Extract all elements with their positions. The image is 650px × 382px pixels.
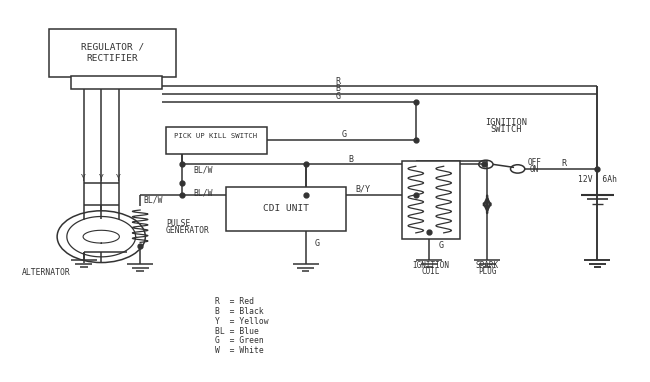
Text: B: B bbox=[348, 155, 354, 163]
Text: CDI UNIT: CDI UNIT bbox=[263, 204, 309, 214]
Text: W  = White: W = White bbox=[214, 346, 263, 355]
Text: Y: Y bbox=[116, 173, 121, 183]
Text: PULSE: PULSE bbox=[166, 219, 190, 228]
Text: Y: Y bbox=[81, 173, 86, 183]
Text: ON: ON bbox=[530, 165, 539, 174]
Text: PLUG: PLUG bbox=[478, 267, 497, 276]
Text: G: G bbox=[315, 239, 320, 248]
Text: R  = Red: R = Red bbox=[214, 297, 254, 306]
Text: SPARK: SPARK bbox=[476, 261, 499, 270]
Text: COIL: COIL bbox=[421, 267, 440, 276]
Text: 12V  6Ah: 12V 6Ah bbox=[578, 175, 617, 184]
Text: IGNITION: IGNITION bbox=[412, 261, 449, 270]
Text: G  = Green: G = Green bbox=[214, 337, 263, 345]
Text: SWITCH: SWITCH bbox=[491, 125, 523, 134]
Bar bbox=[49, 29, 176, 77]
Text: BL = Blue: BL = Blue bbox=[214, 327, 259, 335]
Text: G: G bbox=[342, 130, 347, 139]
Text: G: G bbox=[335, 92, 341, 101]
Text: B: B bbox=[335, 84, 341, 93]
Bar bbox=[402, 160, 460, 239]
Text: OFF: OFF bbox=[528, 157, 541, 167]
Text: R: R bbox=[335, 76, 341, 86]
Bar bbox=[166, 127, 266, 154]
Text: PICK UP KILL SWITCH: PICK UP KILL SWITCH bbox=[174, 133, 257, 139]
Text: BL/W: BL/W bbox=[144, 196, 163, 205]
Text: BL/W: BL/W bbox=[193, 188, 213, 197]
Text: REGULATOR /: REGULATOR / bbox=[81, 43, 144, 52]
Text: GENERATOR: GENERATOR bbox=[166, 227, 210, 235]
Text: ALTERNATOR: ALTERNATOR bbox=[21, 268, 70, 277]
Text: R: R bbox=[561, 159, 566, 168]
Text: B/Y: B/Y bbox=[355, 185, 370, 194]
Text: RECTIFIER: RECTIFIER bbox=[86, 54, 138, 63]
Text: G: G bbox=[439, 241, 443, 249]
Text: IGNITION: IGNITION bbox=[486, 118, 528, 127]
Bar bbox=[71, 76, 162, 89]
Text: BL/W: BL/W bbox=[193, 165, 213, 175]
Text: Y: Y bbox=[99, 173, 103, 183]
Bar bbox=[226, 187, 346, 231]
Text: Y  = Yellow: Y = Yellow bbox=[214, 317, 268, 326]
Text: B  = Black: B = Black bbox=[214, 307, 263, 316]
